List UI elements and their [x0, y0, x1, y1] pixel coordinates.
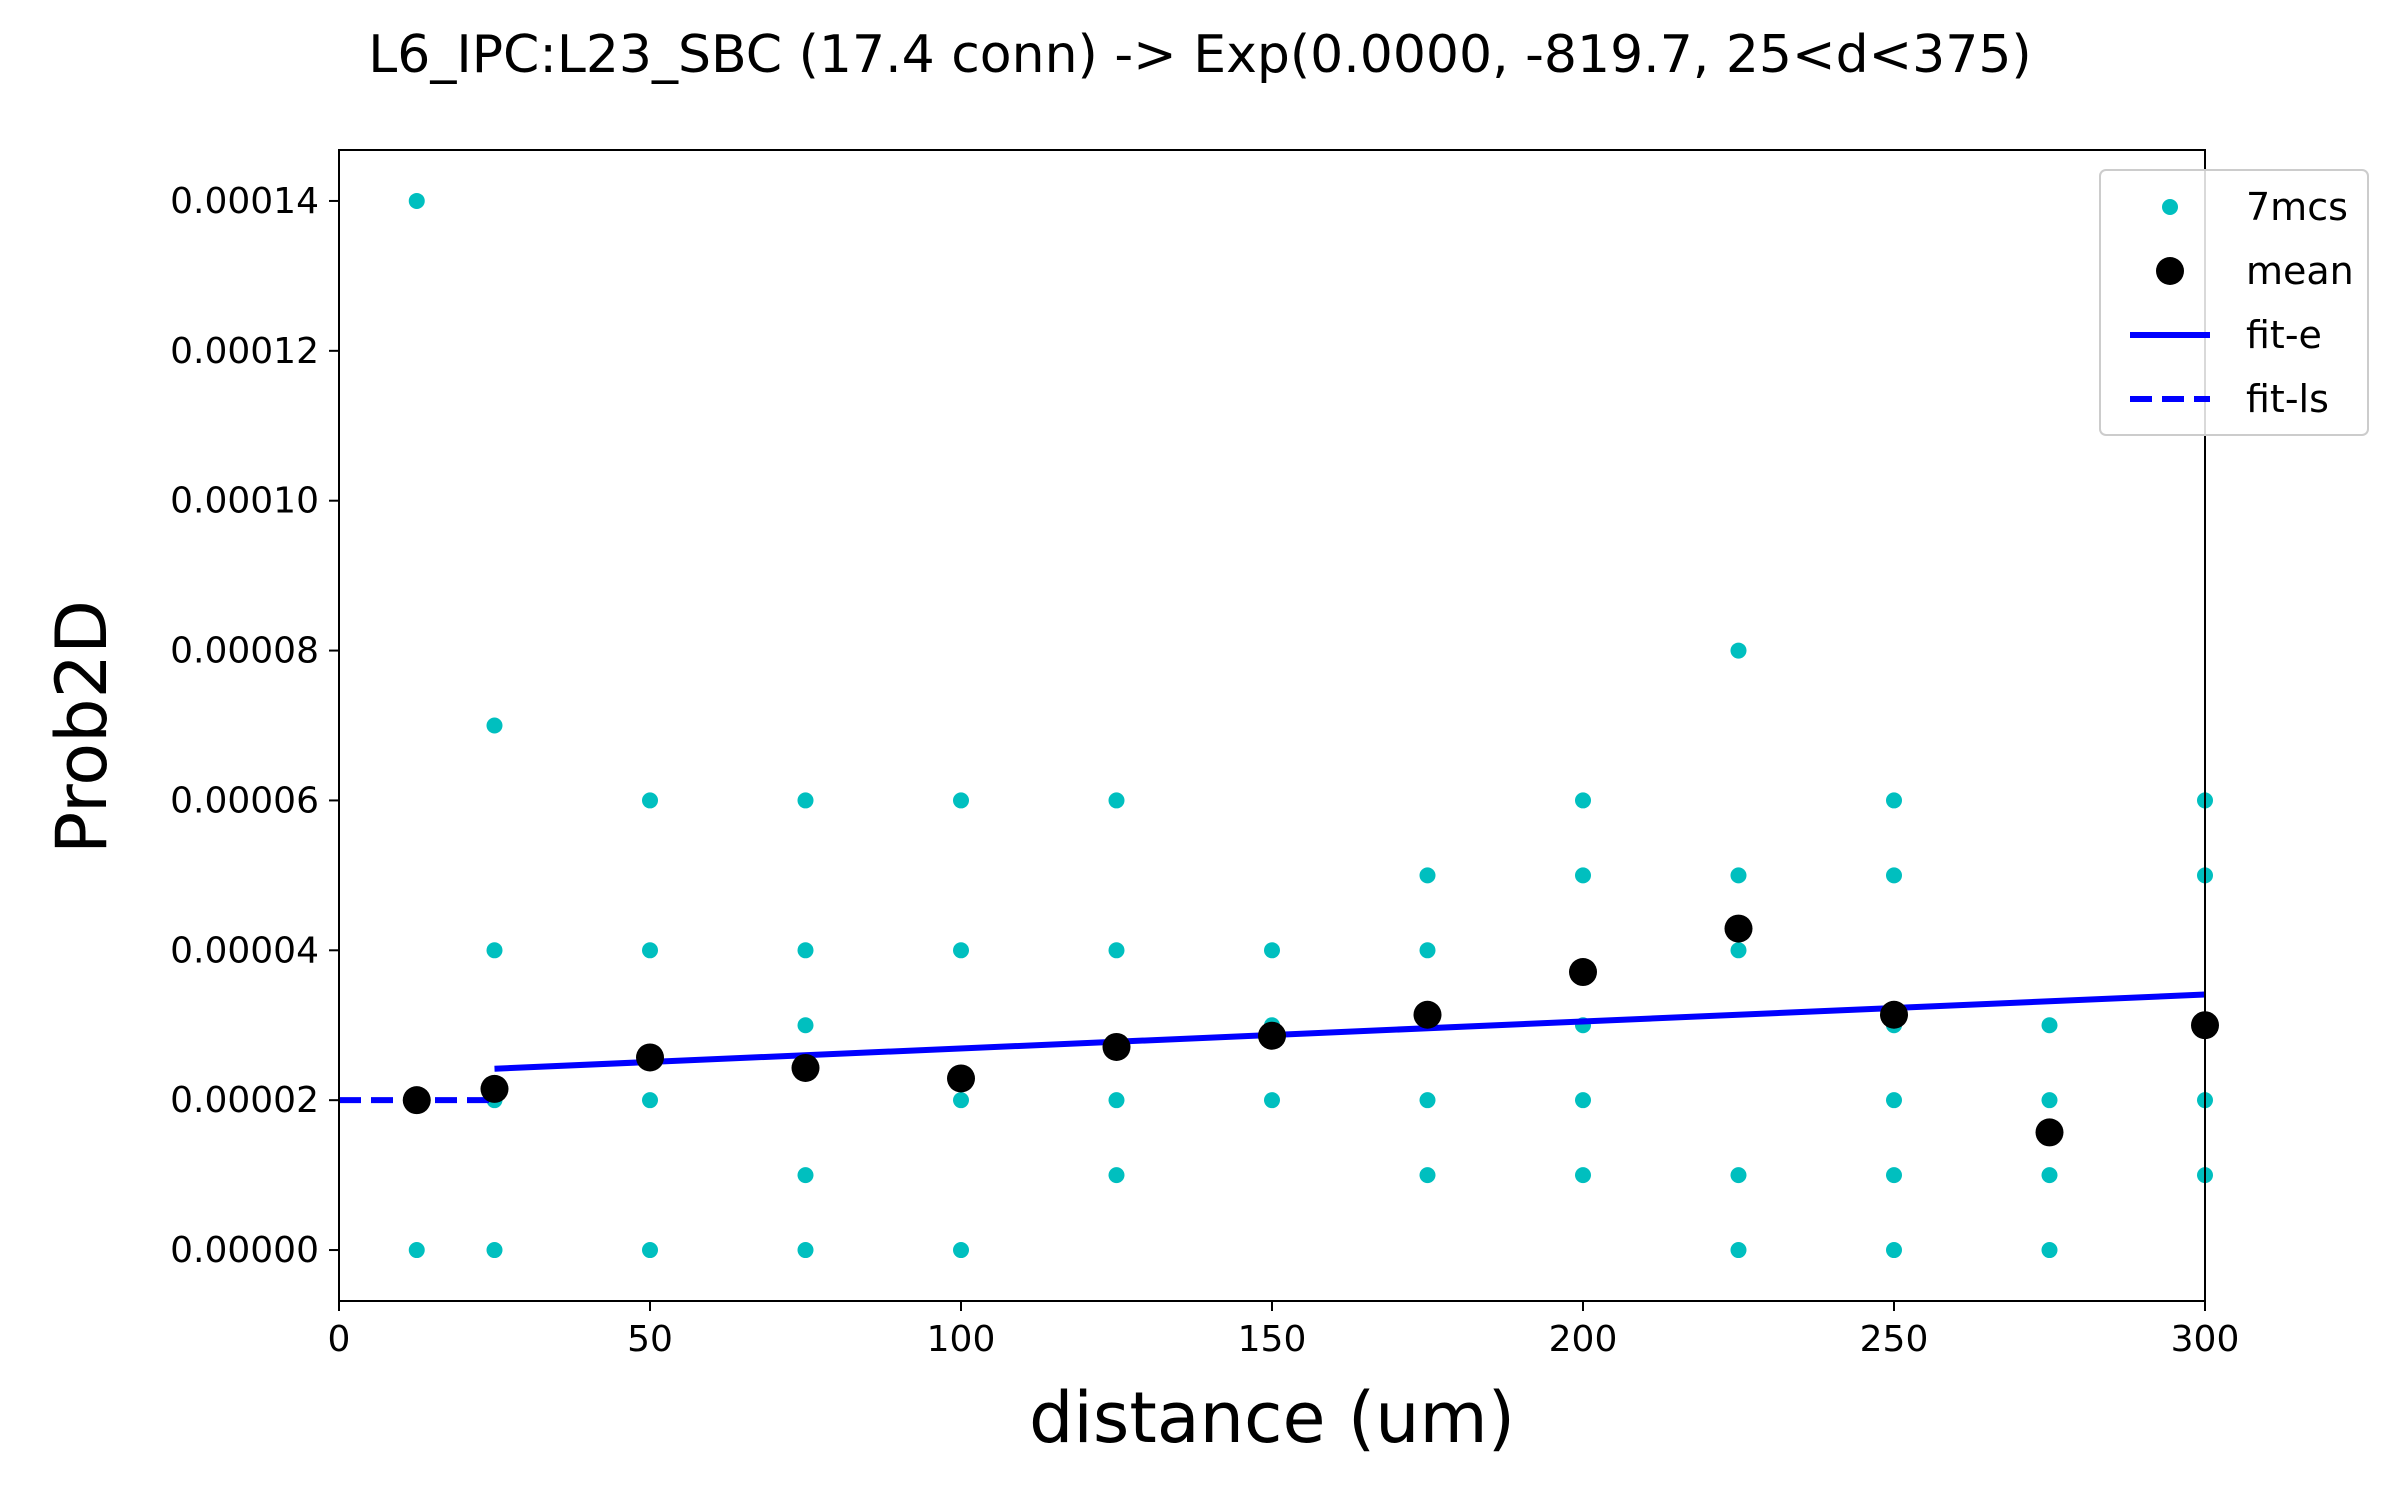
legend-label: mean [2246, 249, 2354, 293]
mean-point [791, 1053, 820, 1082]
sample-point [797, 1167, 814, 1184]
x-tick-label: 250 [1860, 1319, 1929, 1360]
legend-entry-fit-ls: fit-ls [2130, 377, 2329, 421]
x-tick-label: 100 [927, 1319, 996, 1360]
sample-point [1108, 1092, 1125, 1109]
y-axis: 0.00000 0.00002 0.00004 0.00006 0.00008 0.000… [170, 181, 339, 1271]
legend-entry-7mcs: 7mcs [2162, 185, 2348, 229]
sample-point [953, 942, 969, 959]
mean-point [2035, 1118, 2064, 1147]
sample-point [486, 942, 503, 959]
sample-point [1575, 792, 1591, 809]
sample-point [1575, 1092, 1591, 1109]
y-tick-label: 0.00006 [170, 780, 319, 821]
legend-label: 7mcs [2246, 185, 2348, 229]
sample-point [797, 942, 814, 959]
mean-point [1724, 914, 1753, 943]
sample-point [486, 1242, 503, 1259]
y-tick-label: 0.00002 [170, 1080, 319, 1121]
sample-point [1419, 1092, 1436, 1109]
sample-point [953, 1242, 969, 1259]
mean-points [402, 914, 2219, 1147]
y-tick-label: 0.00008 [170, 631, 319, 672]
sample-point [797, 1017, 814, 1034]
legend-entry-fit-e: fit-e [2130, 313, 2322, 357]
x-tick-label: 200 [1549, 1319, 1618, 1360]
sample-point [642, 1092, 658, 1109]
legend-box [2099, 169, 2369, 436]
sample-point [2041, 1092, 2058, 1109]
legend-label: fit-e [2246, 313, 2322, 357]
mean-point [402, 1086, 431, 1115]
sample-point [1730, 1242, 1747, 1259]
y-tick-label: 0.00010 [170, 481, 319, 522]
sample-point [2041, 1167, 2058, 1184]
sample-point [1108, 942, 1125, 959]
y-axis-title: Prob2D [41, 600, 123, 854]
mean-point [947, 1064, 975, 1093]
sample-point [1108, 1167, 1125, 1184]
legend: 7mcs mean fit-e fit-ls [2099, 169, 2369, 436]
sample-point [797, 792, 814, 809]
sample-point [486, 717, 503, 734]
sample-point [1886, 1167, 1902, 1184]
mean-point [1569, 958, 1597, 987]
legend-label: fit-ls [2246, 377, 2329, 421]
sample-point [408, 1242, 425, 1259]
sample-point [1419, 1167, 1436, 1184]
sample-point [1264, 1092, 1280, 1109]
sample-point [953, 1092, 969, 1109]
sample-point [1886, 1242, 1902, 1259]
sample-point [642, 1242, 658, 1259]
legend-entry-mean: mean [2156, 249, 2354, 293]
sample-points [408, 192, 2213, 1259]
y-tick-label: 0.00000 [170, 1230, 319, 1271]
y-tick-label: 0.00004 [170, 930, 319, 971]
sample-point [1264, 942, 1280, 959]
sample-point [1108, 792, 1125, 809]
sample-point [1730, 942, 1747, 959]
sample-point [1886, 867, 1902, 884]
mean-point [1413, 1000, 1442, 1029]
mean-point [1880, 1000, 1908, 1029]
sample-point [1730, 867, 1747, 884]
sample-point [1575, 1167, 1591, 1184]
mean-point [1102, 1032, 1131, 1061]
sample-point [642, 792, 658, 809]
mean-point [480, 1074, 509, 1103]
sample-point [408, 192, 425, 209]
legend-marker [2156, 257, 2184, 285]
sample-point [1575, 867, 1591, 884]
mean-point [636, 1043, 664, 1072]
sample-point [1886, 792, 1902, 809]
sample-point [1419, 867, 1436, 884]
sample-point [1730, 1167, 1747, 1184]
x-tick-label: 150 [1238, 1319, 1307, 1360]
fit-e-line [494, 991, 2206, 1072]
x-tick-label: 50 [627, 1319, 673, 1360]
chart-title: L6_IPC:L23_SBC (17.4 conn) -> Exp(0.0000… [368, 25, 2031, 85]
legend-marker [2162, 199, 2178, 215]
mean-point [1258, 1021, 1286, 1050]
sample-point [642, 942, 658, 959]
sample-point [1730, 642, 1747, 659]
sample-point [1419, 942, 1436, 959]
sample-point [1886, 1092, 1902, 1109]
x-tick-label: 300 [2171, 1319, 2240, 1360]
sample-point [797, 1242, 814, 1259]
sample-point [2041, 1242, 2058, 1259]
plot-frame [338, 149, 2206, 1302]
x-axis-title: distance (um) [1029, 1377, 1515, 1459]
y-tick-label: 0.00014 [170, 181, 319, 222]
y-tick-label: 0.00012 [170, 331, 319, 372]
sample-point [2041, 1017, 2058, 1034]
sample-point [953, 792, 969, 809]
x-axis: 0 50 100 150 200 250 300 [328, 1301, 2240, 1360]
x-tick-label: 0 [328, 1319, 351, 1360]
plot-area [339, 192, 2219, 1259]
